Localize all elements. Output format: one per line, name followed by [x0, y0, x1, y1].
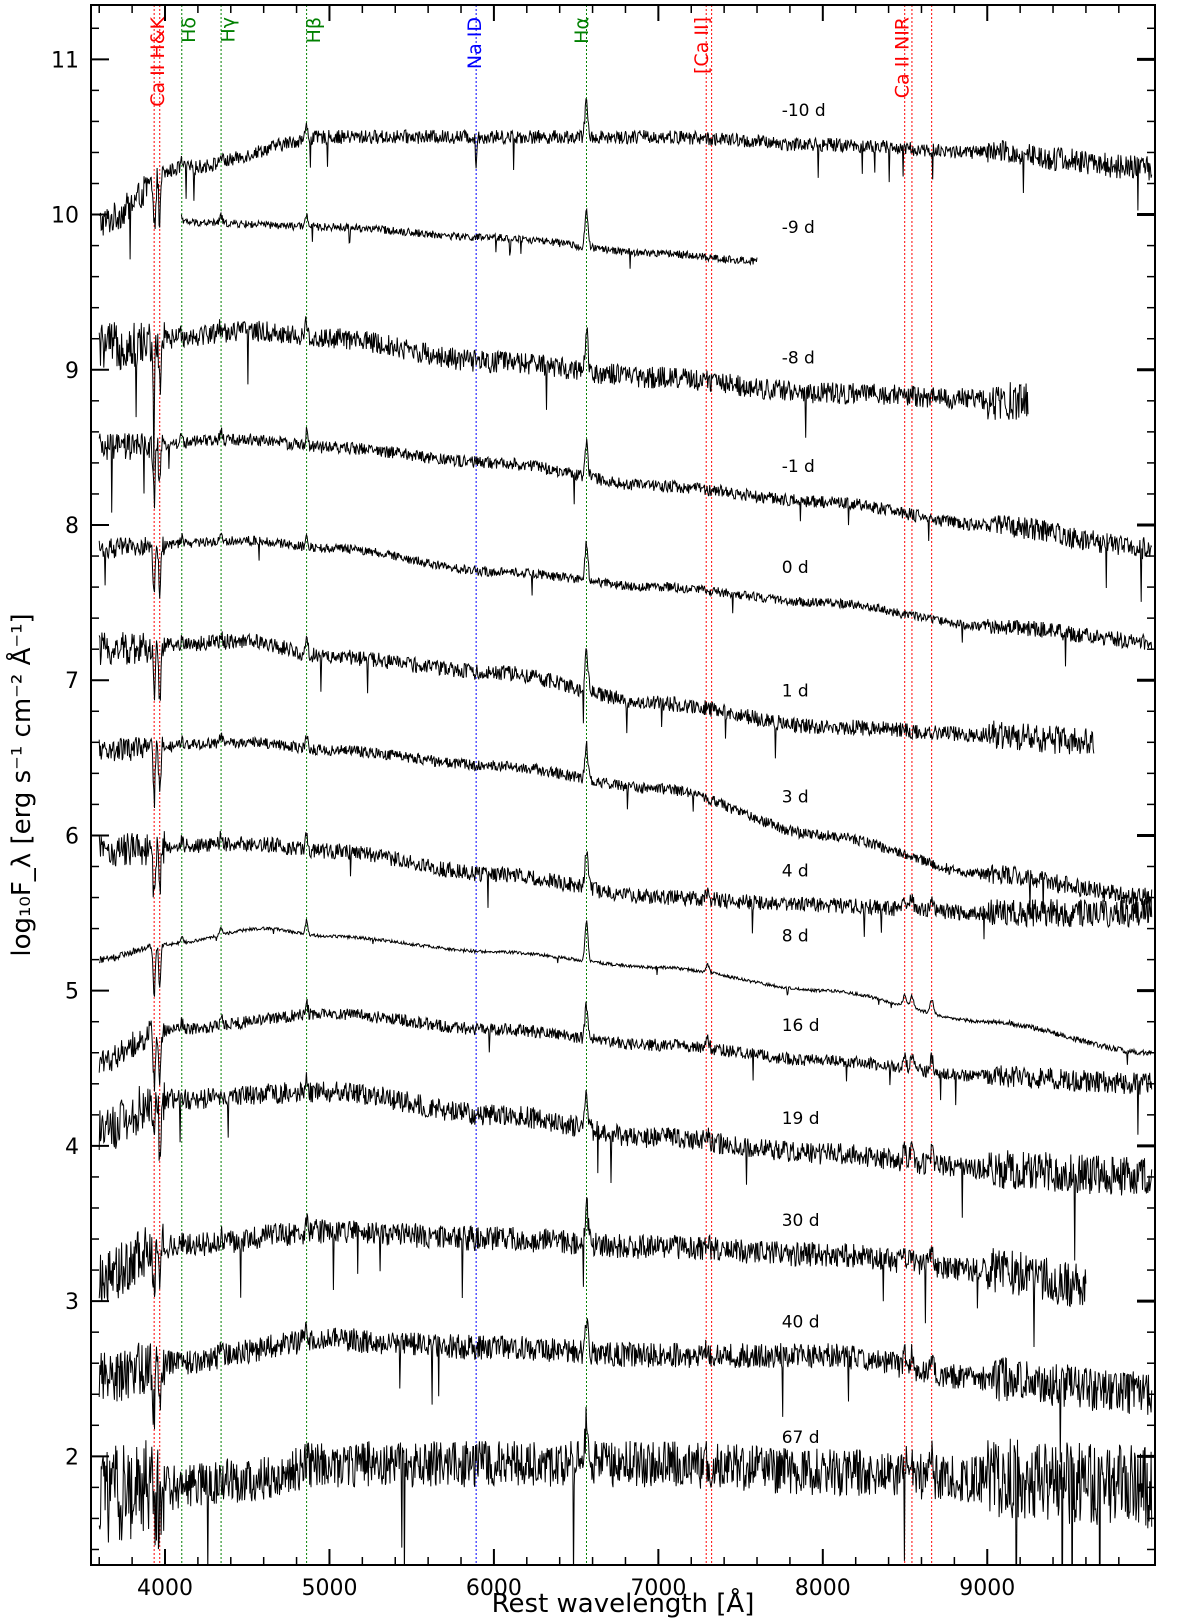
spectrum-30d	[98, 1197, 1087, 1348]
y-tick-label-3: 5	[65, 980, 79, 1005]
epoch-label-0: -10 d	[782, 101, 826, 121]
annotations: Ca II H&K Hδ Hγ Hβ Na ID Hα [Ca II] Ca II NIR -1…	[147, 16, 914, 1448]
marker-label-1: Hδ	[178, 17, 200, 43]
x-tick-label-3: 7000	[630, 1576, 686, 1601]
epoch-label-10: 19 d	[782, 1109, 820, 1129]
spectrum-67d	[98, 1406, 1153, 1565]
marker-label-0: Ca II H&K	[147, 16, 169, 106]
y-tick-label-2: 4	[65, 1135, 79, 1160]
line-markers	[153, 5, 933, 1565]
epoch-label-8: 8 d	[782, 927, 809, 947]
epoch-label-9: 16 d	[782, 1016, 820, 1036]
x-tick-label-5: 9000	[959, 1576, 1015, 1601]
marker-label-5: Hα	[571, 17, 593, 44]
y-tick-label-8: 10	[51, 204, 79, 229]
spectrum--8d	[98, 316, 1029, 471]
marker-label-6: [Ca II]	[691, 17, 713, 74]
epoch-label-4: 0 d	[782, 558, 809, 578]
spectrum-16d	[98, 998, 1153, 1135]
epoch-label-3: -1 d	[782, 457, 815, 477]
spectrum-3d	[98, 732, 1153, 914]
spectrum-4d	[98, 830, 1153, 940]
spectrum--1d	[98, 426, 1153, 602]
y-tick-label-0: 2	[65, 1445, 79, 1470]
marker-label-3: Hβ	[303, 17, 325, 43]
spectrum--10d	[98, 98, 1153, 260]
epoch-label-2: -8 d	[782, 349, 815, 369]
epoch-label-5: 1 d	[782, 681, 809, 701]
axes: 4000 5000 6000 7000 8000 9000 2 3 4 5 6 7 8 9 10 11	[51, 4, 1156, 1601]
y-tick-label-9: 11	[51, 48, 79, 73]
spectra-series	[98, 98, 1153, 1565]
epoch-label-13: 67 d	[782, 1428, 820, 1448]
y-tick-label-1: 3	[65, 1290, 79, 1315]
epoch-label-6: 3 d	[782, 788, 809, 808]
y-axis-title: log₁₀F_λ [erg s⁻¹ cm⁻² Å⁻¹]	[5, 613, 37, 956]
spectrum-40d	[98, 1318, 1153, 1463]
spectrum-8d	[98, 918, 1152, 1065]
epoch-label-7: 4 d	[782, 862, 809, 882]
spectrum--9d	[180, 207, 758, 269]
epoch-label-11: 30 d	[782, 1211, 820, 1231]
epoch-label-12: 40 d	[782, 1313, 820, 1333]
spectrum-19d	[98, 1072, 1153, 1261]
plot-frame	[90, 4, 1156, 1566]
marker-label-4: Na ID	[464, 17, 486, 69]
marker-label-2: Hγ	[217, 17, 239, 43]
y-tick-label-7: 9	[65, 359, 79, 384]
x-tick-label-2: 6000	[466, 1576, 522, 1601]
x-tick-label-0: 4000	[137, 1576, 193, 1601]
y-tick-label-5: 7	[65, 669, 79, 694]
y-tick-label-4: 6	[65, 824, 79, 849]
epoch-label-1: -9 d	[782, 218, 815, 238]
x-axis-title: Rest wavelength [Å]	[492, 1587, 755, 1619]
y-tick-label-6: 8	[65, 514, 79, 539]
marker-label-7: Ca II NIR	[892, 17, 914, 98]
spectrum-0d	[98, 532, 1153, 667]
spectrum-1d	[98, 631, 1095, 759]
x-tick-label-1: 5000	[301, 1576, 357, 1601]
x-tick-label-4: 8000	[795, 1576, 851, 1601]
